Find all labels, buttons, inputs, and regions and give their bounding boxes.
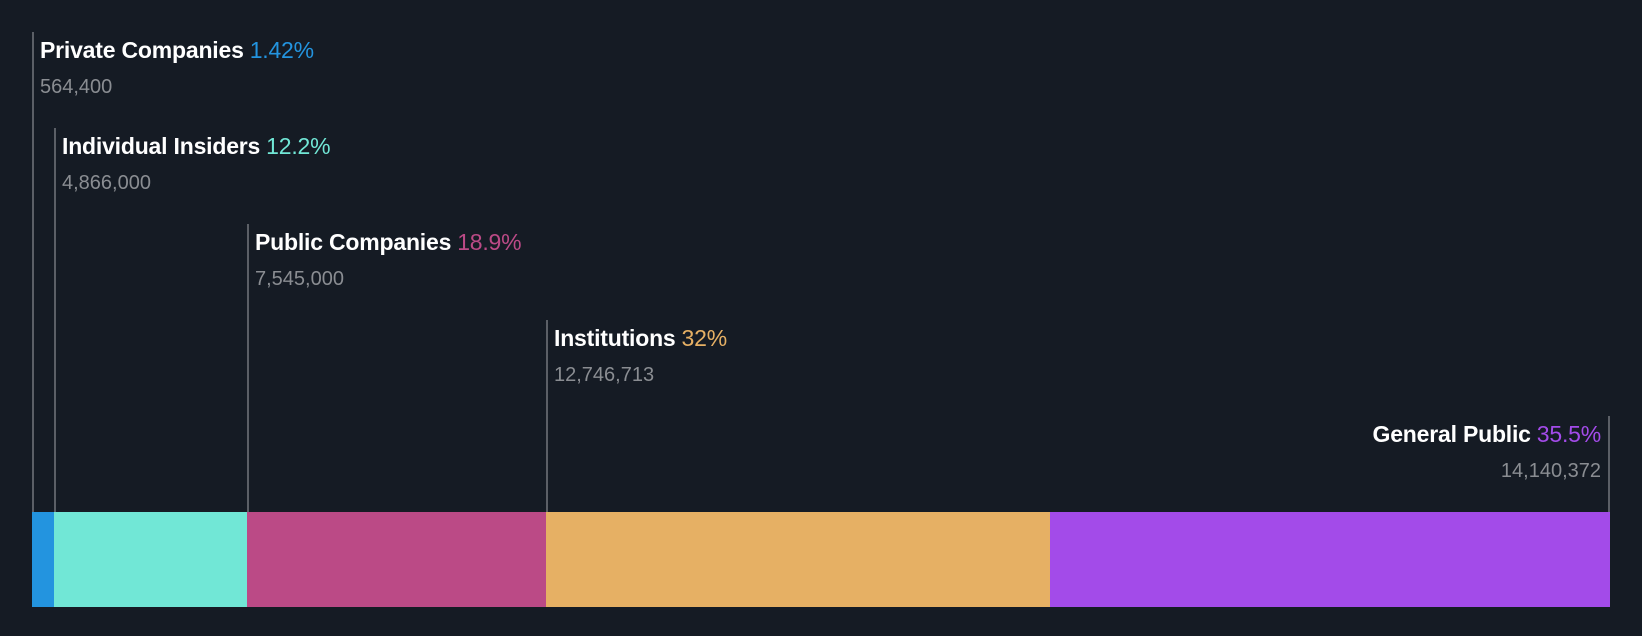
segment-name: Public Companies	[255, 229, 452, 255]
bar-segment-public-companies	[247, 512, 546, 607]
leader-line-public-companies	[247, 224, 249, 512]
segment-share-count: 564,400	[40, 76, 113, 98]
segment-name: Individual Insiders	[62, 133, 261, 159]
label-general-public: General Public 35.5% 14,140,372	[1372, 420, 1602, 484]
leader-line-private-companies	[32, 32, 34, 512]
segment-share-count: 12,746,713	[554, 364, 655, 386]
segment-share-count: 14,140,372	[1500, 460, 1601, 482]
bar-segment-private-companies	[32, 512, 54, 607]
segment-percent: 12.2%	[266, 133, 331, 159]
leader-line-general-public	[1608, 416, 1610, 512]
segment-share-count: 7,545,000	[255, 268, 344, 290]
segment-percent: 32%	[681, 325, 728, 351]
leader-line-individual-insiders	[54, 128, 56, 512]
segment-name: Private Companies	[40, 37, 244, 63]
segment-percent: 35.5%	[1536, 421, 1601, 447]
bar-segment-individual-insiders	[54, 512, 247, 607]
segment-percent: 18.9%	[457, 229, 522, 255]
segment-name: Institutions	[554, 325, 676, 351]
label-individual-insiders: Individual Insiders 12.2% 4,866,000	[62, 132, 331, 196]
label-public-companies: Public Companies 18.9% 7,545,000	[255, 228, 522, 292]
segment-name: General Public	[1372, 421, 1531, 447]
label-institutions: Institutions 32% 12,746,713	[554, 324, 727, 388]
segment-share-count: 4,866,000	[62, 172, 151, 194]
segment-percent: 1.42%	[249, 37, 314, 63]
bar-segment-institutions	[546, 512, 1050, 607]
bar-segment-general-public	[1050, 512, 1610, 607]
leader-line-institutions	[546, 320, 548, 512]
label-private-companies: Private Companies 1.42% 564,400	[40, 36, 314, 100]
